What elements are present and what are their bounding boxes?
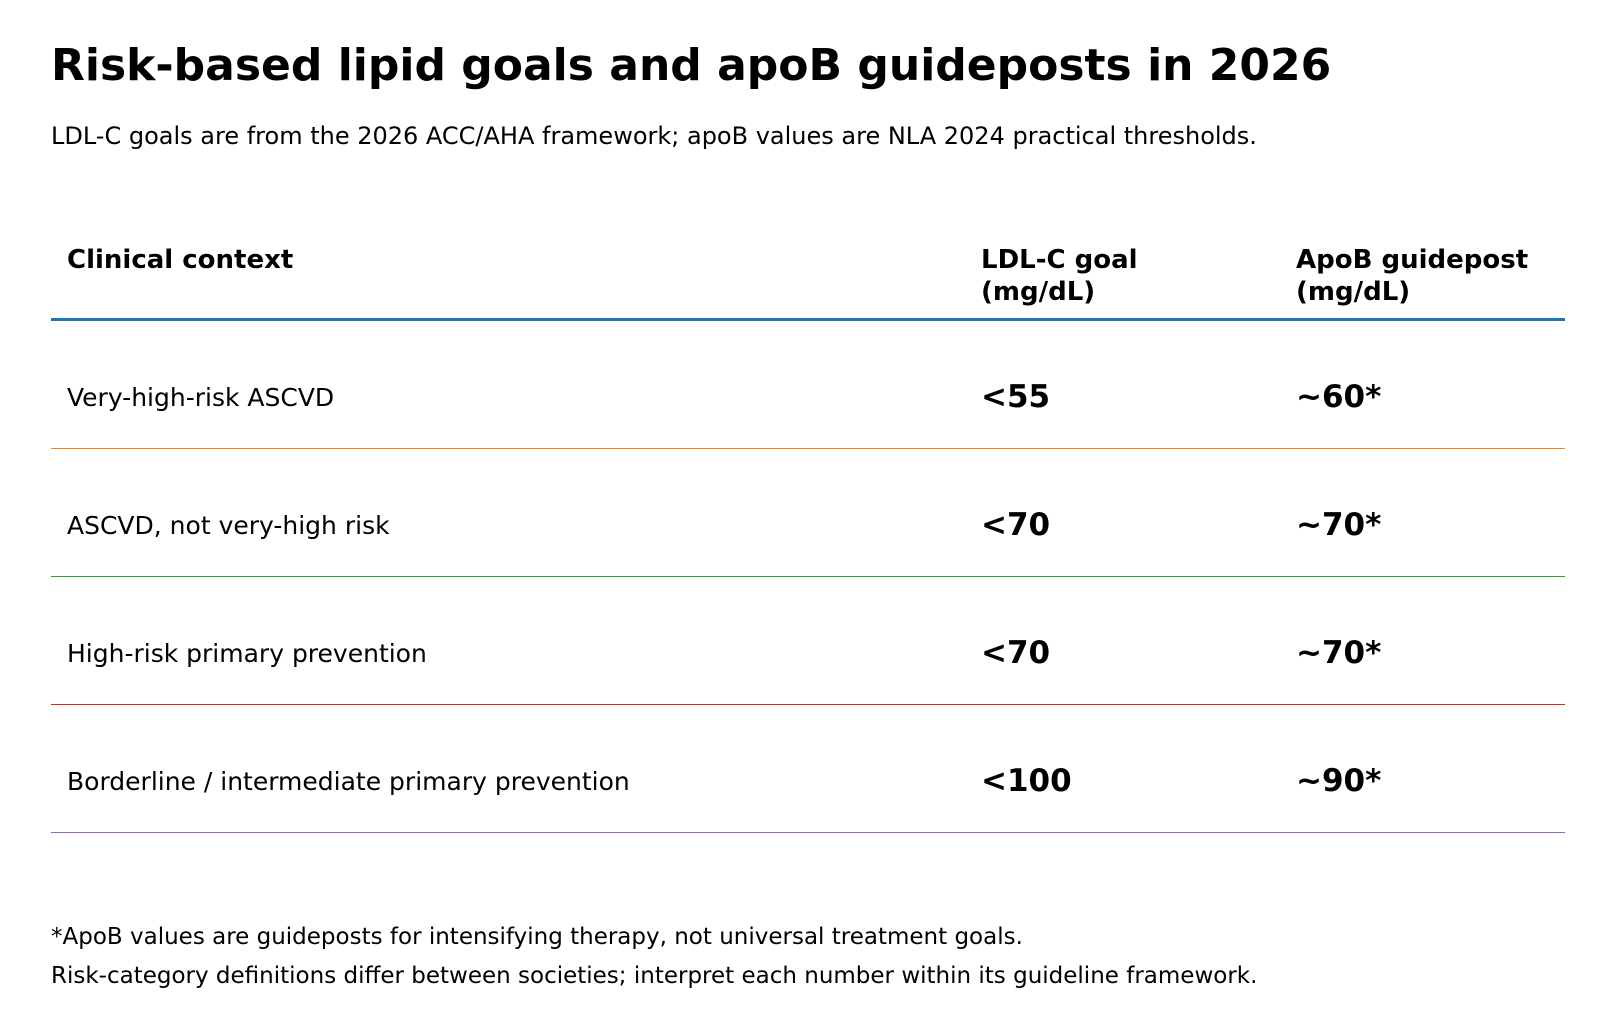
footnote-apob: *ApoB values are guideposts for intensif… xyxy=(51,924,1023,950)
column-header-clinical-context: Clinical context xyxy=(67,245,294,275)
table-header-row: Clinical context LDL-C goal (mg/dL) ApoB… xyxy=(51,240,1565,321)
row-clinical-context: High-risk primary prevention xyxy=(67,639,427,668)
column-header-apob-guidepost: ApoB guidepost (mg/dL) xyxy=(1296,244,1561,308)
row-apob-guidepost: ~70* xyxy=(1296,635,1382,671)
row-ldl-goal: <70 xyxy=(981,635,1051,671)
table-row: High-risk primary prevention <70 ~70* xyxy=(51,577,1565,705)
footnotes: *ApoB values are guideposts for intensif… xyxy=(51,918,1257,996)
row-ldl-goal: <70 xyxy=(981,507,1051,543)
row-clinical-context: Very-high-risk ASCVD xyxy=(67,383,335,412)
row-apob-guidepost: ~60* xyxy=(1296,379,1382,415)
row-ldl-goal: <55 xyxy=(981,379,1051,415)
lipid-goals-table: Clinical context LDL-C goal (mg/dL) ApoB… xyxy=(51,240,1565,833)
column-header-ldl-goal: LDL-C goal (mg/dL) xyxy=(981,244,1241,308)
row-apob-guidepost: ~90* xyxy=(1296,763,1382,799)
chart-title: Risk-based lipid goals and apoB guidepos… xyxy=(51,40,1332,91)
table-row: Borderline / intermediate primary preven… xyxy=(51,705,1565,833)
footnote-risk-definitions: Risk-category definitions differ between… xyxy=(51,963,1258,989)
table-row: Very-high-risk ASCVD <55 ~60* xyxy=(51,321,1565,449)
row-clinical-context: ASCVD, not very-high risk xyxy=(67,511,390,540)
column-header-apob-guidepost-text: ApoB guidepost (mg/dL) xyxy=(1296,245,1529,307)
table-row: ASCVD, not very-high risk <70 ~70* xyxy=(51,449,1565,577)
chart-subtitle: LDL-C goals are from the 2026 ACC/AHA fr… xyxy=(51,122,1257,150)
row-ldl-goal: <100 xyxy=(981,763,1072,799)
row-clinical-context: Borderline / intermediate primary preven… xyxy=(67,767,630,796)
column-header-ldl-goal-text: LDL-C goal (mg/dL) xyxy=(981,245,1138,307)
row-apob-guidepost: ~70* xyxy=(1296,507,1382,543)
